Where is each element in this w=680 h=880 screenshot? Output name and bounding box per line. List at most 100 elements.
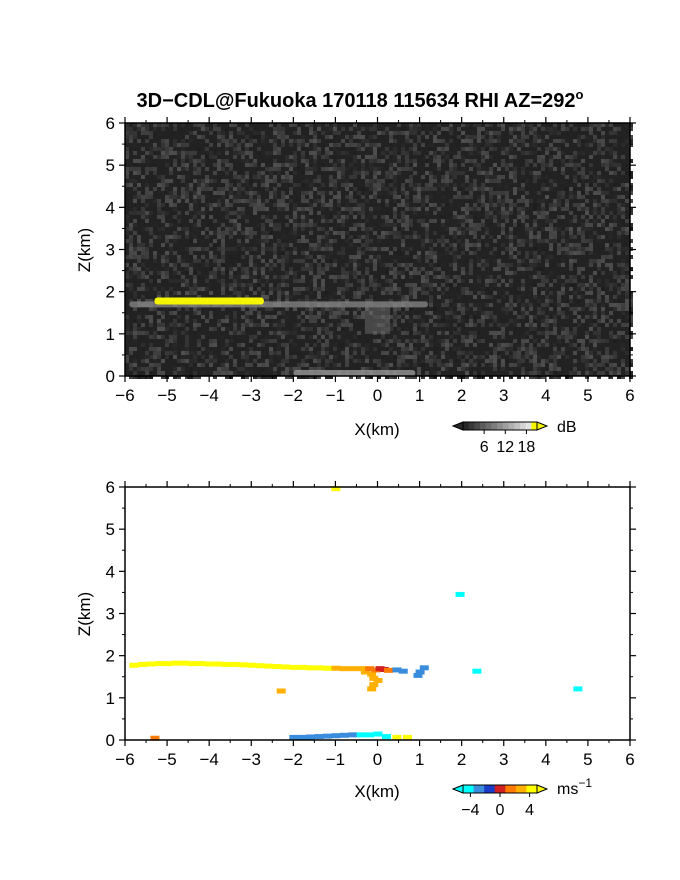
noise-cell xyxy=(329,199,333,203)
noise-cell xyxy=(473,203,477,207)
noise-cell xyxy=(477,319,481,323)
noise-cell xyxy=(421,243,425,247)
noise-cell xyxy=(393,151,397,155)
noise-cell xyxy=(321,167,325,171)
noise-cell xyxy=(261,179,265,183)
noise-cell xyxy=(205,275,209,279)
noise-cell xyxy=(257,311,261,315)
noise-cell xyxy=(569,123,573,127)
noise-cell xyxy=(333,307,337,311)
noise-cell xyxy=(161,271,165,275)
noise-cell xyxy=(525,163,529,167)
noise-cell xyxy=(265,123,269,127)
noise-cell xyxy=(461,159,465,163)
noise-cell xyxy=(453,267,457,271)
noise-cell xyxy=(429,271,433,275)
noise-cell xyxy=(493,207,497,211)
noise-cell xyxy=(545,279,549,283)
noise-cell xyxy=(317,263,321,267)
noise-cell xyxy=(429,219,433,223)
noise-cell xyxy=(573,135,577,139)
noise-cell xyxy=(209,311,213,315)
noise-cell xyxy=(517,259,521,263)
noise-cell xyxy=(613,303,617,307)
noise-cell xyxy=(529,171,533,175)
noise-cell xyxy=(309,207,313,211)
noise-cell xyxy=(349,359,353,363)
noise-cell xyxy=(473,183,477,187)
noise-cell xyxy=(385,363,389,367)
x-tick-label: −4 xyxy=(199,750,218,769)
noise-cell xyxy=(481,231,485,235)
noise-cell xyxy=(361,127,365,131)
noise-cell xyxy=(441,351,445,355)
noise-cell xyxy=(133,123,137,127)
noise-cell xyxy=(361,223,365,227)
noise-cell xyxy=(325,287,329,291)
noise-cell xyxy=(557,275,561,279)
noise-cell xyxy=(573,203,577,207)
noise-cell xyxy=(161,151,165,155)
noise-cell xyxy=(205,215,209,219)
noise-cell xyxy=(461,291,465,295)
noise-cell xyxy=(457,295,461,299)
noise-cell xyxy=(401,347,405,351)
noise-cell xyxy=(289,367,293,371)
noise-cell xyxy=(517,199,521,203)
noise-cell xyxy=(481,259,485,263)
noise-cell xyxy=(329,299,333,303)
noise-cell xyxy=(189,267,193,271)
noise-cell xyxy=(613,367,617,371)
noise-cell xyxy=(381,351,385,355)
noise-cell xyxy=(437,363,441,367)
noise-cell xyxy=(185,199,189,203)
noise-cell xyxy=(497,235,501,239)
noise-cell xyxy=(549,207,553,211)
noise-cell xyxy=(133,167,137,171)
noise-cell xyxy=(125,127,129,131)
noise-cell xyxy=(417,355,421,359)
noise-cell xyxy=(545,299,549,303)
colorbar-swatch xyxy=(505,785,517,793)
noise-cell xyxy=(533,151,537,155)
noise-cell xyxy=(461,227,465,231)
noise-cell xyxy=(305,263,309,267)
noise-cell xyxy=(345,231,349,235)
noise-cell xyxy=(561,195,565,199)
noise-cell xyxy=(509,211,513,215)
noise-cell xyxy=(317,143,321,147)
noise-cell xyxy=(577,143,581,147)
noise-cell xyxy=(261,283,265,287)
noise-cell xyxy=(545,371,549,375)
noise-cell xyxy=(129,199,133,203)
noise-cell xyxy=(165,123,169,127)
y-tick-label: 2 xyxy=(106,647,115,666)
noise-cell xyxy=(297,127,301,131)
noise-cell xyxy=(233,123,237,127)
noise-cell xyxy=(213,131,217,135)
noise-cell xyxy=(613,155,617,159)
noise-cell xyxy=(569,307,573,311)
noise-cell xyxy=(193,215,197,219)
noise-cell xyxy=(585,127,589,131)
noise-cell xyxy=(521,259,525,263)
noise-cell xyxy=(305,299,309,303)
noise-cell xyxy=(233,275,237,279)
noise-cell xyxy=(569,191,573,195)
noise-cell xyxy=(329,183,333,187)
noise-cell xyxy=(293,151,297,155)
noise-cell xyxy=(241,231,245,235)
x-tick-label: −2 xyxy=(284,386,303,405)
noise-cell xyxy=(385,231,389,235)
noise-cell xyxy=(429,151,433,155)
noise-cell xyxy=(445,143,449,147)
noise-cell xyxy=(185,235,189,239)
noise-cell xyxy=(505,163,509,167)
noise-cell xyxy=(533,327,537,331)
noise-cell xyxy=(185,191,189,195)
noise-cell xyxy=(289,215,293,219)
noise-cell xyxy=(497,131,501,135)
noise-cell xyxy=(281,191,285,195)
noise-cell xyxy=(465,367,469,371)
noise-cell xyxy=(481,151,485,155)
